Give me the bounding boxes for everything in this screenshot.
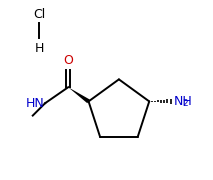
Text: O: O — [63, 54, 73, 67]
Text: NH: NH — [174, 94, 193, 108]
Text: Cl: Cl — [33, 8, 45, 21]
Text: H: H — [35, 42, 44, 55]
Text: 2: 2 — [183, 99, 188, 108]
Polygon shape — [68, 87, 90, 103]
Text: HN: HN — [26, 97, 44, 110]
